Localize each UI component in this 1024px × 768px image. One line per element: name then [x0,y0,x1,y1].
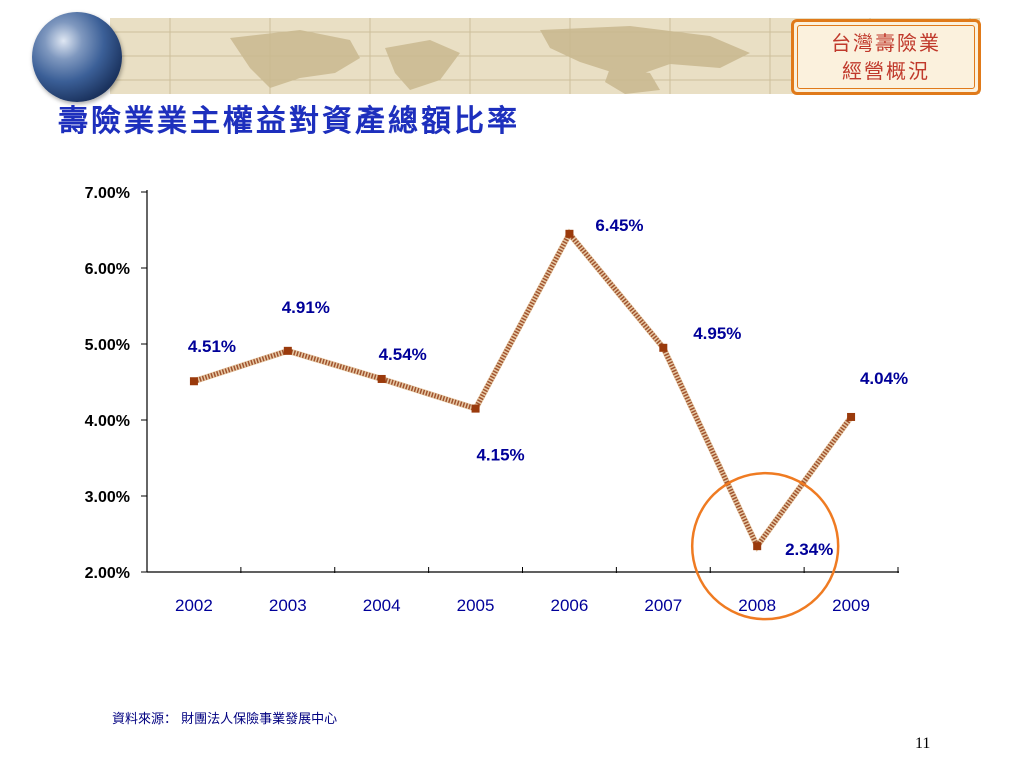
x-tick-label: 2008 [738,596,776,615]
globe-logo [32,12,122,102]
page-title: 壽險業業主權益對資產總額比率 [58,104,520,139]
x-tick-label: 2003 [269,596,307,615]
data-label-2008: 2.34% [785,540,833,559]
data-label-2007: 4.95% [693,324,741,343]
y-tick-label: 2.00% [85,565,130,582]
data-point-2006 [565,229,574,238]
x-tick-label: 2007 [644,596,682,615]
section-badge-frame: 台灣壽險業 經營概況 [797,25,975,89]
source-note: 資料來源： 財團法人保險事業發展中心 [112,712,338,727]
series-line-fill [193,228,854,553]
data-label-2006: 6.45% [595,216,643,235]
highlight-circle [690,471,840,621]
section-badge: 台灣壽險業 經營概況 [791,19,981,95]
x-tick-label: 2004 [363,596,401,615]
y-tick-label: 4.00% [85,413,130,430]
data-label-2003: 4.91% [282,298,330,317]
x-tick-label: 2002 [175,596,213,615]
data-point-2007 [659,343,668,352]
y-tick-label: 3.00% [85,489,130,506]
data-point-2008 [753,542,762,551]
data-point-2003 [283,346,292,355]
y-tick-label: 6.00% [85,261,130,278]
data-label-2009: 4.04% [860,369,908,388]
x-tick-label: 2006 [551,596,589,615]
data-label-2004: 4.54% [379,345,427,364]
data-point-2009 [847,412,856,421]
x-tick-label: 2009 [832,596,870,615]
page-number: 11 [915,735,931,752]
y-tick-label: 7.00% [85,185,130,202]
x-tick-label: 2005 [457,596,495,615]
section-badge-line-1: 台灣壽險業 [831,31,941,55]
data-point-2005 [471,404,480,413]
data-label-2005: 4.15% [476,446,524,465]
series-line [193,229,854,552]
data-point-2002 [189,377,198,386]
section-badge-line-2: 經營概況 [842,59,930,83]
data-label-2002: 4.51% [188,337,236,356]
y-tick-label: 5.00% [85,337,130,354]
data-point-2004 [377,374,386,383]
